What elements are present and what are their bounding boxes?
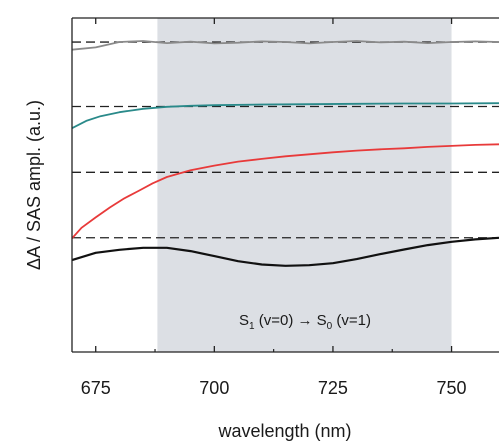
transition-annotation: S1 (v=0) → S0 (v=1) <box>239 312 371 332</box>
x-tick-label-725: 725 <box>318 378 348 398</box>
x-tick-label-675: 675 <box>81 378 111 398</box>
series-line-1 <box>71 102 499 130</box>
annot-sub2: 0 <box>327 321 333 332</box>
series-group <box>71 40 499 267</box>
annot-mid: (v=0) → S <box>255 312 327 329</box>
x-axis-title: wavelength (nm) <box>217 421 351 441</box>
x-tick-label-700: 700 <box>199 378 229 398</box>
series-line-0 <box>71 40 499 51</box>
annot-end: (v=1) <box>332 312 371 329</box>
x-tick-label-750: 750 <box>437 378 467 398</box>
x-tick-group: 675 700 725 750 <box>81 18 467 398</box>
annot-sub1: 1 <box>249 321 255 332</box>
annot-s1: S <box>239 312 249 329</box>
series-line-2 <box>71 143 499 240</box>
series-line-3 <box>71 236 499 267</box>
y-axis-title: ΔA / SAS ampl. (a.u.) <box>24 100 44 270</box>
shaded-region <box>157 18 452 352</box>
